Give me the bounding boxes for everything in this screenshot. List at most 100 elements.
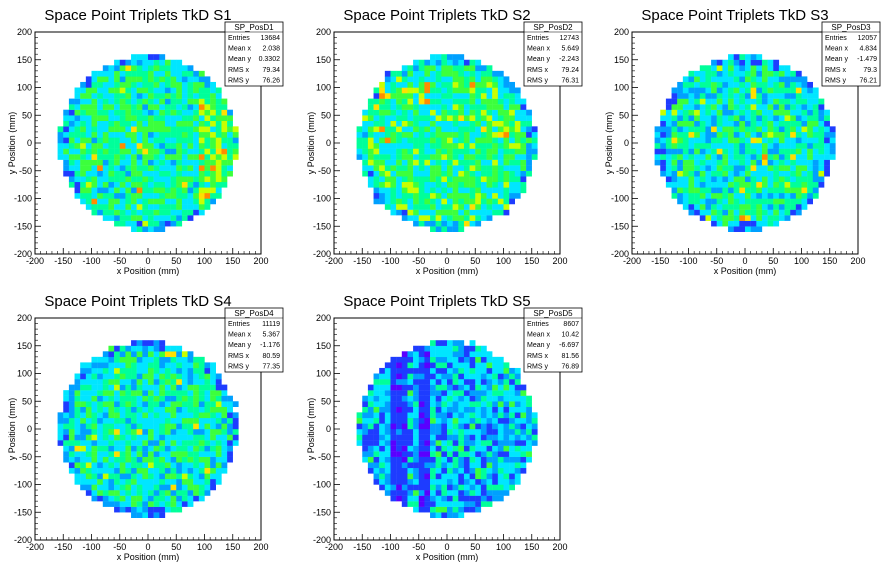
heatmap-cell	[745, 70, 751, 77]
heatmap-cell	[424, 451, 431, 457]
heatmap-cell	[153, 412, 160, 419]
heatmap-cell	[85, 384, 92, 391]
heatmap-cell	[480, 176, 487, 183]
heatmap-cell	[733, 126, 740, 133]
heatmap-cell	[497, 456, 504, 463]
heatmap-cell	[198, 192, 205, 199]
heatmap-cell	[705, 192, 712, 199]
stats-value: 12057	[858, 35, 878, 42]
heatmap-cell	[514, 131, 521, 138]
heatmap-cell	[795, 131, 802, 138]
heatmap-cell	[699, 109, 706, 116]
heatmap-cell	[102, 362, 109, 369]
heatmap-cell	[526, 412, 532, 419]
heatmap-cell	[463, 473, 470, 480]
heatmap-cell	[739, 159, 746, 166]
heatmap-cells	[654, 54, 836, 232]
heatmap-cell	[91, 384, 98, 391]
heatmap-cell	[520, 440, 527, 446]
heatmap-cell	[108, 204, 115, 210]
heatmap-cell	[384, 165, 391, 171]
heatmap-cell	[509, 440, 515, 446]
heatmap-cell	[407, 356, 414, 363]
heatmap-cell	[486, 401, 493, 407]
heatmap-cell	[671, 131, 678, 138]
heatmap-cell	[812, 126, 819, 133]
heatmap-cell	[108, 137, 115, 144]
heatmap-cell	[148, 154, 154, 160]
heatmap-cell	[114, 490, 120, 496]
heatmap-cell	[108, 429, 115, 435]
heatmap-cell	[384, 115, 391, 121]
heatmap-cell	[97, 70, 103, 77]
heatmap-cell	[413, 451, 419, 457]
heatmap-cell	[509, 143, 515, 149]
heatmap-cell	[801, 131, 808, 138]
heatmap-cell	[91, 456, 98, 463]
y-tick-label: -200	[611, 249, 629, 259]
heatmap-cell	[401, 412, 408, 419]
heatmap-cell	[418, 395, 425, 402]
heatmap-cell	[413, 215, 419, 221]
heatmap-cell	[424, 440, 431, 446]
heatmap-cell	[413, 384, 419, 391]
heatmap-cell	[784, 170, 791, 177]
y-tick-label: 0	[27, 424, 32, 434]
heatmap-cell	[153, 93, 160, 99]
heatmap-cell	[102, 451, 109, 457]
heatmap-cell	[85, 490, 92, 496]
heatmap-cell	[756, 93, 763, 99]
heatmap-cell	[665, 109, 672, 116]
heatmap-cell	[812, 98, 819, 105]
heatmap-cell	[705, 65, 712, 72]
heatmap-cell	[136, 104, 143, 110]
heatmap-cell	[91, 204, 98, 210]
heatmap-cell	[728, 120, 734, 127]
heatmap-cell	[761, 81, 768, 88]
heatmap-cell	[486, 215, 493, 221]
heatmap-cell	[424, 120, 431, 127]
heatmap-cell	[136, 143, 143, 149]
stats-label: Mean y	[825, 56, 848, 63]
heatmap-cell	[526, 445, 532, 452]
heatmap-cell	[745, 226, 751, 232]
heatmap-cell	[705, 109, 712, 116]
heatmap-cell	[716, 192, 723, 199]
heatmap-cell	[97, 456, 103, 463]
heatmap-cell	[373, 467, 380, 474]
heatmap-cell	[492, 209, 499, 216]
heatmap-cell	[148, 226, 154, 232]
heatmap-cell	[503, 176, 510, 183]
heatmap-cell	[514, 445, 521, 452]
heatmap-cell	[153, 154, 160, 160]
heatmap-cell	[204, 429, 211, 435]
heatmap-cell	[492, 434, 499, 441]
heatmap-cell	[153, 484, 160, 491]
heatmap-cell	[176, 143, 183, 149]
heatmap-cell	[57, 131, 64, 138]
heatmap-cell	[492, 87, 499, 94]
heatmap-cell	[435, 395, 442, 402]
heatmap-cell	[119, 187, 126, 194]
heatmap-cell	[108, 209, 115, 216]
heatmap-cell	[362, 429, 369, 435]
heatmap-cell	[390, 137, 397, 144]
heatmap-cell	[164, 434, 171, 441]
heatmap-cell	[480, 192, 487, 199]
heatmap-cell	[818, 126, 825, 133]
heatmap-cell	[497, 70, 504, 77]
heatmap-cell	[181, 395, 188, 402]
heatmap-cell	[164, 456, 171, 463]
heatmap-cell	[362, 154, 369, 160]
heatmap-cell	[424, 362, 431, 369]
heatmap-cell	[97, 429, 103, 435]
heatmap-cell	[722, 143, 729, 149]
heatmap-cell	[102, 501, 109, 507]
y-tick-label: -50	[318, 166, 331, 176]
heatmap-cell	[401, 165, 408, 171]
heatmap-cell	[475, 215, 482, 221]
heatmap-cell	[492, 104, 499, 110]
heatmap-cell	[114, 501, 120, 507]
heatmap-cell	[63, 406, 70, 413]
heatmap-cell	[778, 131, 785, 138]
